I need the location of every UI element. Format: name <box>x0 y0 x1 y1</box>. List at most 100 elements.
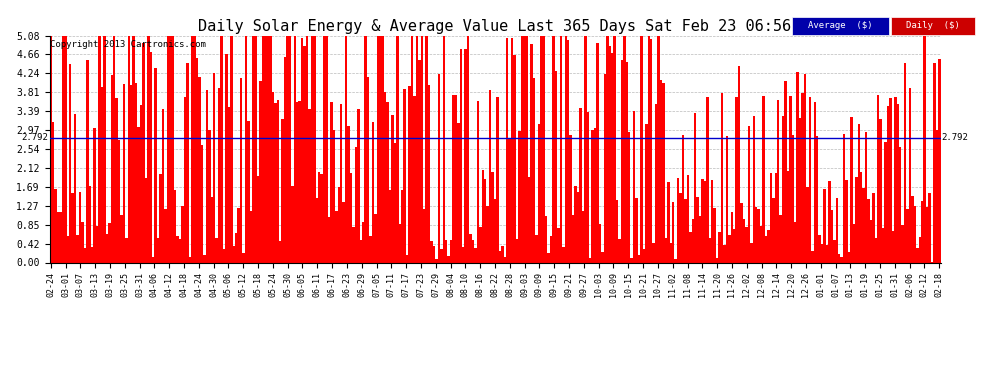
Bar <box>133 36 135 262</box>
Bar <box>113 36 116 262</box>
Bar <box>259 81 262 262</box>
Bar <box>426 36 428 262</box>
Bar <box>323 36 326 262</box>
Bar <box>176 236 179 262</box>
Bar <box>816 136 819 262</box>
Bar <box>218 88 221 262</box>
Bar <box>284 57 286 262</box>
Bar <box>59 211 61 262</box>
Bar <box>543 36 545 262</box>
Bar <box>357 108 359 262</box>
Bar <box>148 36 149 262</box>
Bar <box>616 200 619 262</box>
Bar <box>447 256 449 262</box>
Bar <box>934 63 936 262</box>
Bar <box>111 75 113 262</box>
Bar <box>860 172 862 262</box>
Bar <box>459 49 462 262</box>
Bar <box>98 36 101 262</box>
Bar <box>511 38 513 262</box>
Bar <box>489 90 491 262</box>
Bar <box>84 248 86 262</box>
Bar <box>582 211 584 262</box>
Bar <box>584 36 586 262</box>
Bar <box>619 239 621 262</box>
Bar <box>604 74 606 262</box>
Bar <box>406 255 408 262</box>
Bar <box>472 240 474 262</box>
Bar <box>826 245 829 262</box>
Bar <box>664 238 667 262</box>
Bar <box>208 130 211 262</box>
Bar <box>701 179 704 262</box>
Bar <box>301 38 303 262</box>
Bar <box>138 128 140 262</box>
Bar <box>852 224 855 262</box>
Bar <box>662 82 664 262</box>
Bar <box>223 249 226 262</box>
Bar <box>939 59 940 262</box>
Bar <box>631 258 633 262</box>
Bar <box>213 73 216 262</box>
Bar <box>599 224 601 262</box>
Bar <box>857 123 860 262</box>
Bar <box>909 88 911 262</box>
Text: Daily  ($): Daily ($) <box>906 21 960 30</box>
Bar <box>279 241 281 262</box>
Bar <box>518 131 521 262</box>
Bar <box>226 54 228 262</box>
Bar <box>86 60 88 262</box>
Bar <box>562 247 564 262</box>
Bar <box>799 118 801 262</box>
Bar <box>240 78 243 262</box>
Bar <box>669 243 672 262</box>
Bar <box>536 235 538 262</box>
Bar <box>774 173 777 262</box>
Bar <box>467 36 469 262</box>
Bar <box>128 36 130 262</box>
Bar <box>481 170 484 262</box>
Bar <box>106 234 108 262</box>
Bar <box>911 196 914 262</box>
Bar <box>889 98 892 262</box>
Bar <box>836 198 838 262</box>
Bar <box>645 124 647 262</box>
Bar <box>296 102 299 262</box>
Bar <box>159 174 161 262</box>
Bar <box>906 209 909 262</box>
Bar <box>501 246 504 262</box>
Bar <box>125 238 128 262</box>
Bar <box>741 204 742 262</box>
Bar <box>633 111 636 262</box>
Bar <box>484 178 486 262</box>
Bar <box>271 92 274 262</box>
Bar <box>711 180 714 262</box>
Bar <box>579 108 582 262</box>
Bar <box>171 36 174 262</box>
Bar <box>108 223 111 262</box>
Bar <box>88 186 91 262</box>
Bar <box>652 243 655 262</box>
Bar <box>769 174 772 262</box>
Bar <box>521 36 523 262</box>
Bar <box>303 46 306 262</box>
Bar <box>764 236 767 262</box>
Bar <box>752 116 755 262</box>
Bar <box>469 234 472 262</box>
Bar <box>71 193 74 262</box>
Bar <box>51 122 54 262</box>
Bar <box>477 100 479 262</box>
Bar <box>266 36 269 262</box>
Bar <box>362 222 364 262</box>
Bar <box>81 222 84 262</box>
Bar <box>61 36 64 262</box>
Bar <box>274 103 276 262</box>
Bar <box>281 119 284 262</box>
Bar <box>914 206 916 262</box>
Text: Copyright 2013 Cartronics.com: Copyright 2013 Cartronics.com <box>50 40 206 49</box>
Bar <box>228 107 230 262</box>
Bar <box>682 135 684 262</box>
Bar <box>787 171 789 262</box>
Bar <box>340 104 343 262</box>
Bar <box>389 190 391 262</box>
